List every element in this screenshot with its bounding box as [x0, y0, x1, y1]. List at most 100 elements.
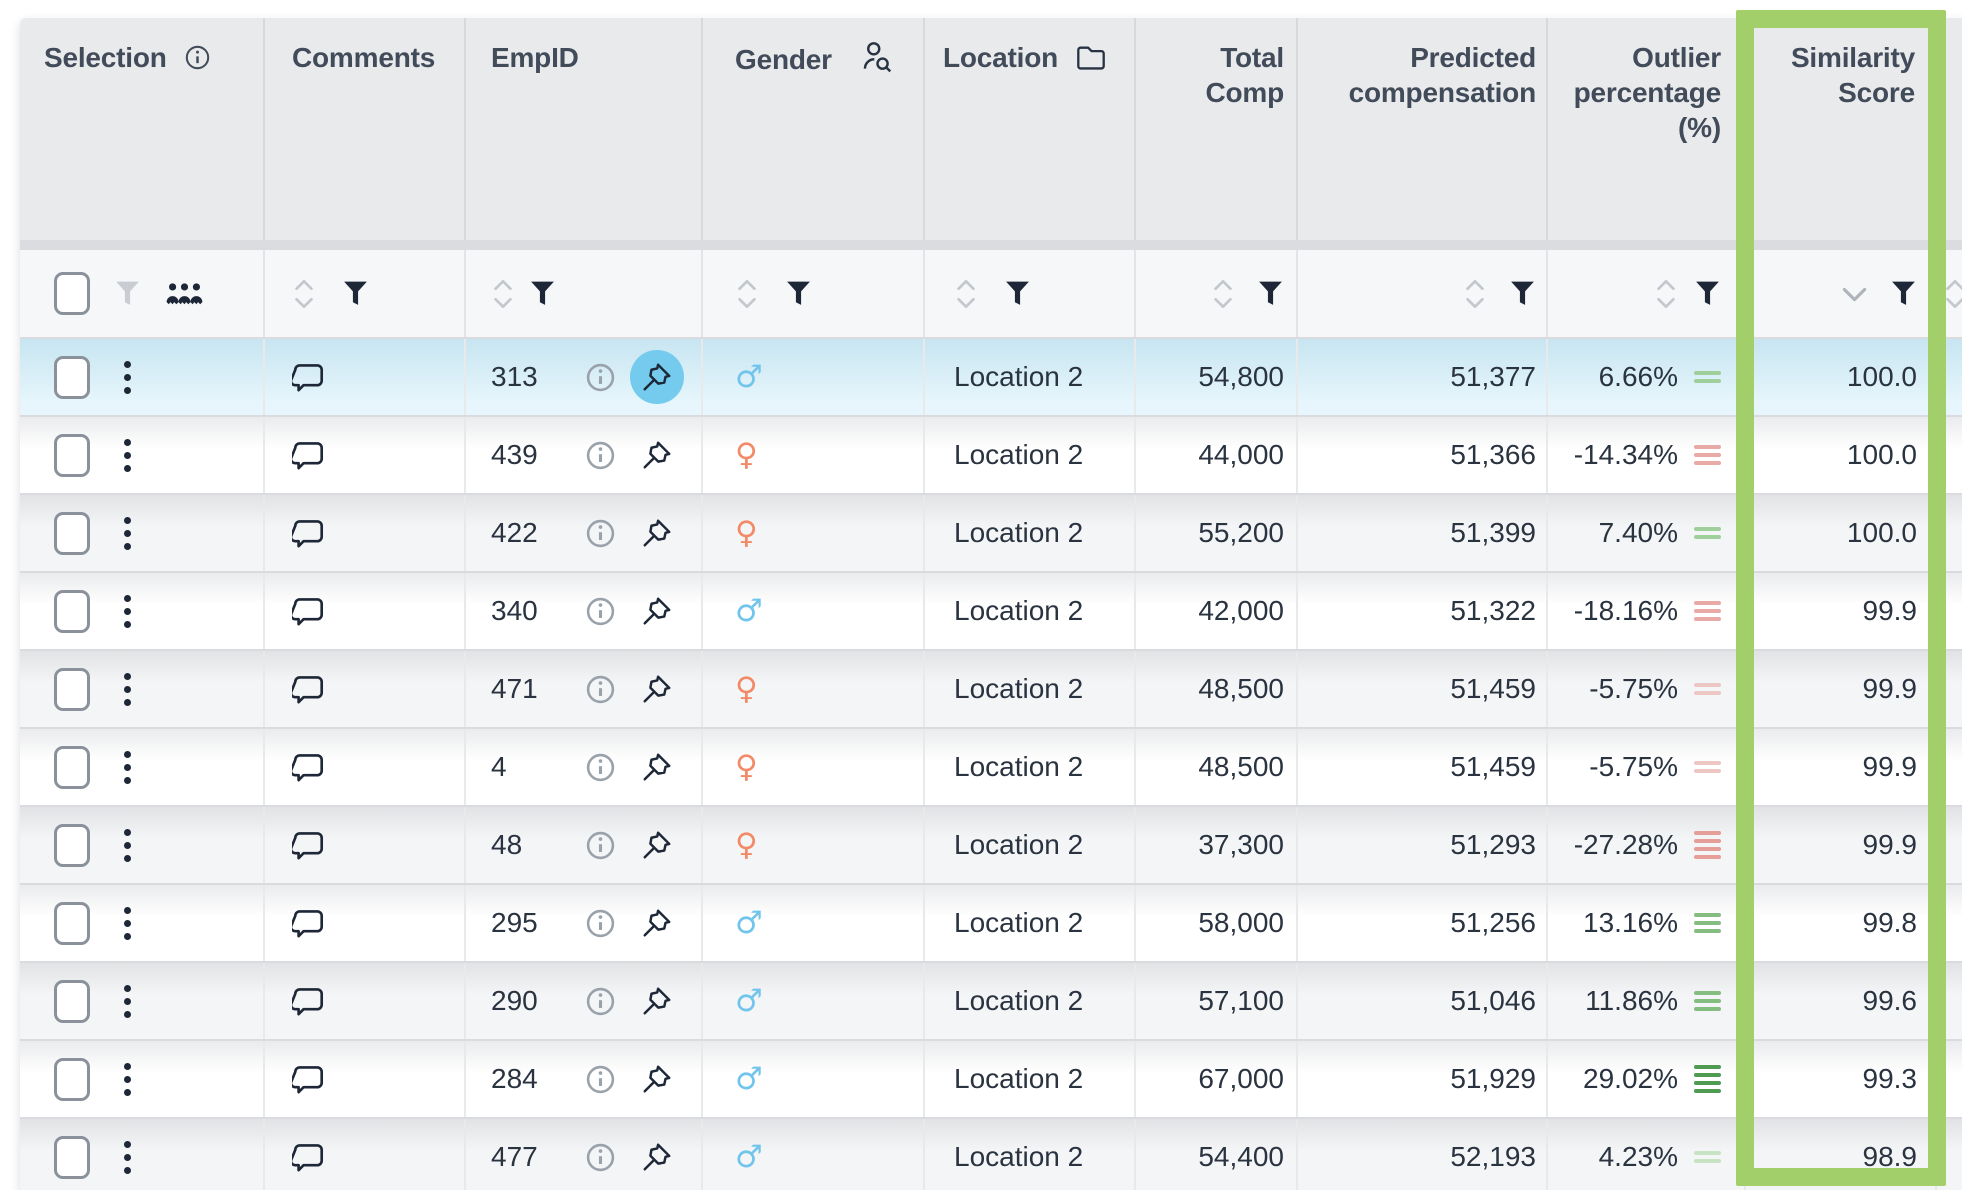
cell-location: Location 2	[925, 573, 1136, 649]
pin-icon[interactable]	[630, 818, 684, 872]
table-row[interactable]: 295 ♂ Location 2 58,000 51,256 13.16% 99…	[20, 883, 1962, 961]
comment-bubble-icon[interactable]	[292, 986, 325, 1017]
row-checkbox[interactable]	[54, 979, 90, 1023]
row-menu-kebab-icon[interactable]	[120, 825, 135, 866]
selection-filter-icon-disabled[interactable]	[114, 279, 141, 308]
row-menu-kebab-icon[interactable]	[120, 591, 135, 632]
row-checkbox[interactable]	[54, 511, 90, 555]
info-icon[interactable]	[585, 1142, 616, 1173]
column-header-outlier-percentage[interactable]: Outlier percentage (%)	[1548, 18, 1746, 240]
comment-bubble-icon[interactable]	[292, 362, 325, 393]
sort-gender-icon[interactable]	[735, 276, 759, 312]
folder-icon[interactable]	[1076, 44, 1106, 79]
info-icon[interactable]	[585, 440, 616, 471]
row-checkbox[interactable]	[54, 745, 90, 789]
filter-predicted-compensation-icon[interactable]	[1509, 279, 1536, 308]
table-row[interactable]: 477 ♂ Location 2 54,400 52,193 4.23% 98.…	[20, 1117, 1962, 1190]
pin-icon[interactable]	[630, 1052, 684, 1106]
table-row[interactable]: 439 ♀ Location 2 44,000 51,366 -14.34% 1…	[20, 415, 1962, 493]
filter-location-icon[interactable]	[1004, 279, 1031, 308]
cell-location: Location 2	[925, 651, 1136, 727]
sort-comments-icon[interactable]	[292, 276, 316, 312]
sort-predicted-compensation-icon[interactable]	[1463, 276, 1487, 312]
pin-icon[interactable]	[630, 350, 684, 404]
person-search-icon[interactable]	[861, 40, 892, 81]
pin-icon[interactable]	[630, 662, 684, 716]
info-icon[interactable]	[585, 596, 616, 627]
comment-bubble-icon[interactable]	[292, 596, 325, 627]
table-row[interactable]: 313 ♂ Location 2 54,800 51,377 6.66% 100…	[20, 337, 1962, 415]
filter-gender-icon[interactable]	[785, 279, 812, 308]
pin-icon[interactable]	[630, 584, 684, 638]
row-menu-kebab-icon[interactable]	[120, 669, 135, 710]
comment-bubble-icon[interactable]	[292, 752, 325, 783]
row-menu-kebab-icon[interactable]	[120, 513, 135, 554]
sort-total-comp-icon[interactable]	[1211, 276, 1235, 312]
table-row[interactable]: 48 ♀ Location 2 37,300 51,293 -27.28% 99…	[20, 805, 1962, 883]
pin-icon[interactable]	[630, 1130, 684, 1184]
comment-bubble-icon[interactable]	[292, 1142, 325, 1173]
comment-bubble-icon[interactable]	[292, 1064, 325, 1095]
comment-bubble-icon[interactable]	[292, 674, 325, 705]
info-icon[interactable]	[585, 1064, 616, 1095]
pin-icon[interactable]	[630, 428, 684, 482]
comment-bubble-icon[interactable]	[292, 440, 325, 471]
info-icon[interactable]	[585, 830, 616, 861]
sort-similarity-descending-icon[interactable]	[1841, 285, 1868, 303]
row-menu-kebab-icon[interactable]	[120, 1059, 135, 1100]
column-header-selection[interactable]: Selection	[20, 18, 265, 240]
column-header-predicted-compensation[interactable]: Predicted compensation	[1298, 18, 1548, 240]
info-icon[interactable]	[585, 908, 616, 939]
sort-location-icon[interactable]	[954, 276, 978, 312]
column-header-location[interactable]: Location	[925, 18, 1136, 240]
row-menu-kebab-icon[interactable]	[120, 1137, 135, 1178]
info-icon[interactable]	[585, 752, 616, 783]
sort-outlier-percentage-icon[interactable]	[1654, 276, 1678, 312]
pin-icon[interactable]	[630, 740, 684, 794]
info-icon[interactable]	[585, 518, 616, 549]
table-row[interactable]: 284 ♂ Location 2 67,000 51,929 29.02% 99…	[20, 1039, 1962, 1117]
pin-icon[interactable]	[630, 506, 684, 560]
cell-empid: 439	[466, 417, 703, 493]
comment-bubble-icon[interactable]	[292, 518, 325, 549]
row-checkbox[interactable]	[54, 589, 90, 633]
row-menu-kebab-icon[interactable]	[120, 903, 135, 944]
row-checkbox[interactable]	[54, 823, 90, 867]
row-checkbox[interactable]	[54, 1135, 90, 1179]
column-header-gender[interactable]: Gender	[703, 18, 925, 240]
row-menu-kebab-icon[interactable]	[120, 435, 135, 476]
filter-similarity-score-icon[interactable]	[1890, 279, 1917, 308]
pin-icon[interactable]	[630, 974, 684, 1028]
row-menu-kebab-icon[interactable]	[120, 747, 135, 788]
row-checkbox[interactable]	[54, 433, 90, 477]
select-all-checkbox[interactable]	[54, 272, 90, 315]
table-row[interactable]: 290 ♂ Location 2 57,100 51,046 11.86% 99…	[20, 961, 1962, 1039]
filter-comments-icon[interactable]	[342, 279, 369, 308]
sort-empid-icon[interactable]	[491, 276, 515, 312]
row-menu-kebab-icon[interactable]	[120, 357, 135, 398]
group-people-icon[interactable]	[165, 281, 204, 307]
row-checkbox[interactable]	[54, 901, 90, 945]
row-menu-kebab-icon[interactable]	[120, 981, 135, 1022]
row-checkbox[interactable]	[54, 355, 90, 399]
sort-next-column-icon[interactable]	[1943, 276, 1962, 312]
table-row[interactable]: 422 ♀ Location 2 55,200 51,399 7.40% 100…	[20, 493, 1962, 571]
selection-info-icon[interactable]	[184, 44, 211, 79]
pin-icon[interactable]	[630, 896, 684, 950]
comment-bubble-icon[interactable]	[292, 908, 325, 939]
filter-total-comp-icon[interactable]	[1257, 279, 1284, 308]
info-icon[interactable]	[585, 986, 616, 1017]
filter-outlier-percentage-icon[interactable]	[1694, 279, 1721, 308]
table-row[interactable]: 471 ♀ Location 2 48,500 51,459 -5.75% 99…	[20, 649, 1962, 727]
info-icon[interactable]	[585, 362, 616, 393]
filter-empid-icon[interactable]	[529, 279, 556, 308]
table-row[interactable]: 4 ♀ Location 2 48,500 51,459 -5.75% 99.9	[20, 727, 1962, 805]
comment-bubble-icon[interactable]	[292, 830, 325, 861]
column-header-total-comp[interactable]: Total Comp	[1136, 18, 1298, 240]
column-header-empid[interactable]: EmpID	[466, 18, 703, 240]
info-icon[interactable]	[585, 674, 616, 705]
row-checkbox[interactable]	[54, 1057, 90, 1101]
table-row[interactable]: 340 ♂ Location 2 42,000 51,322 -18.16% 9…	[20, 571, 1962, 649]
column-header-comments[interactable]: Comments	[265, 18, 466, 240]
row-checkbox[interactable]	[54, 667, 90, 711]
